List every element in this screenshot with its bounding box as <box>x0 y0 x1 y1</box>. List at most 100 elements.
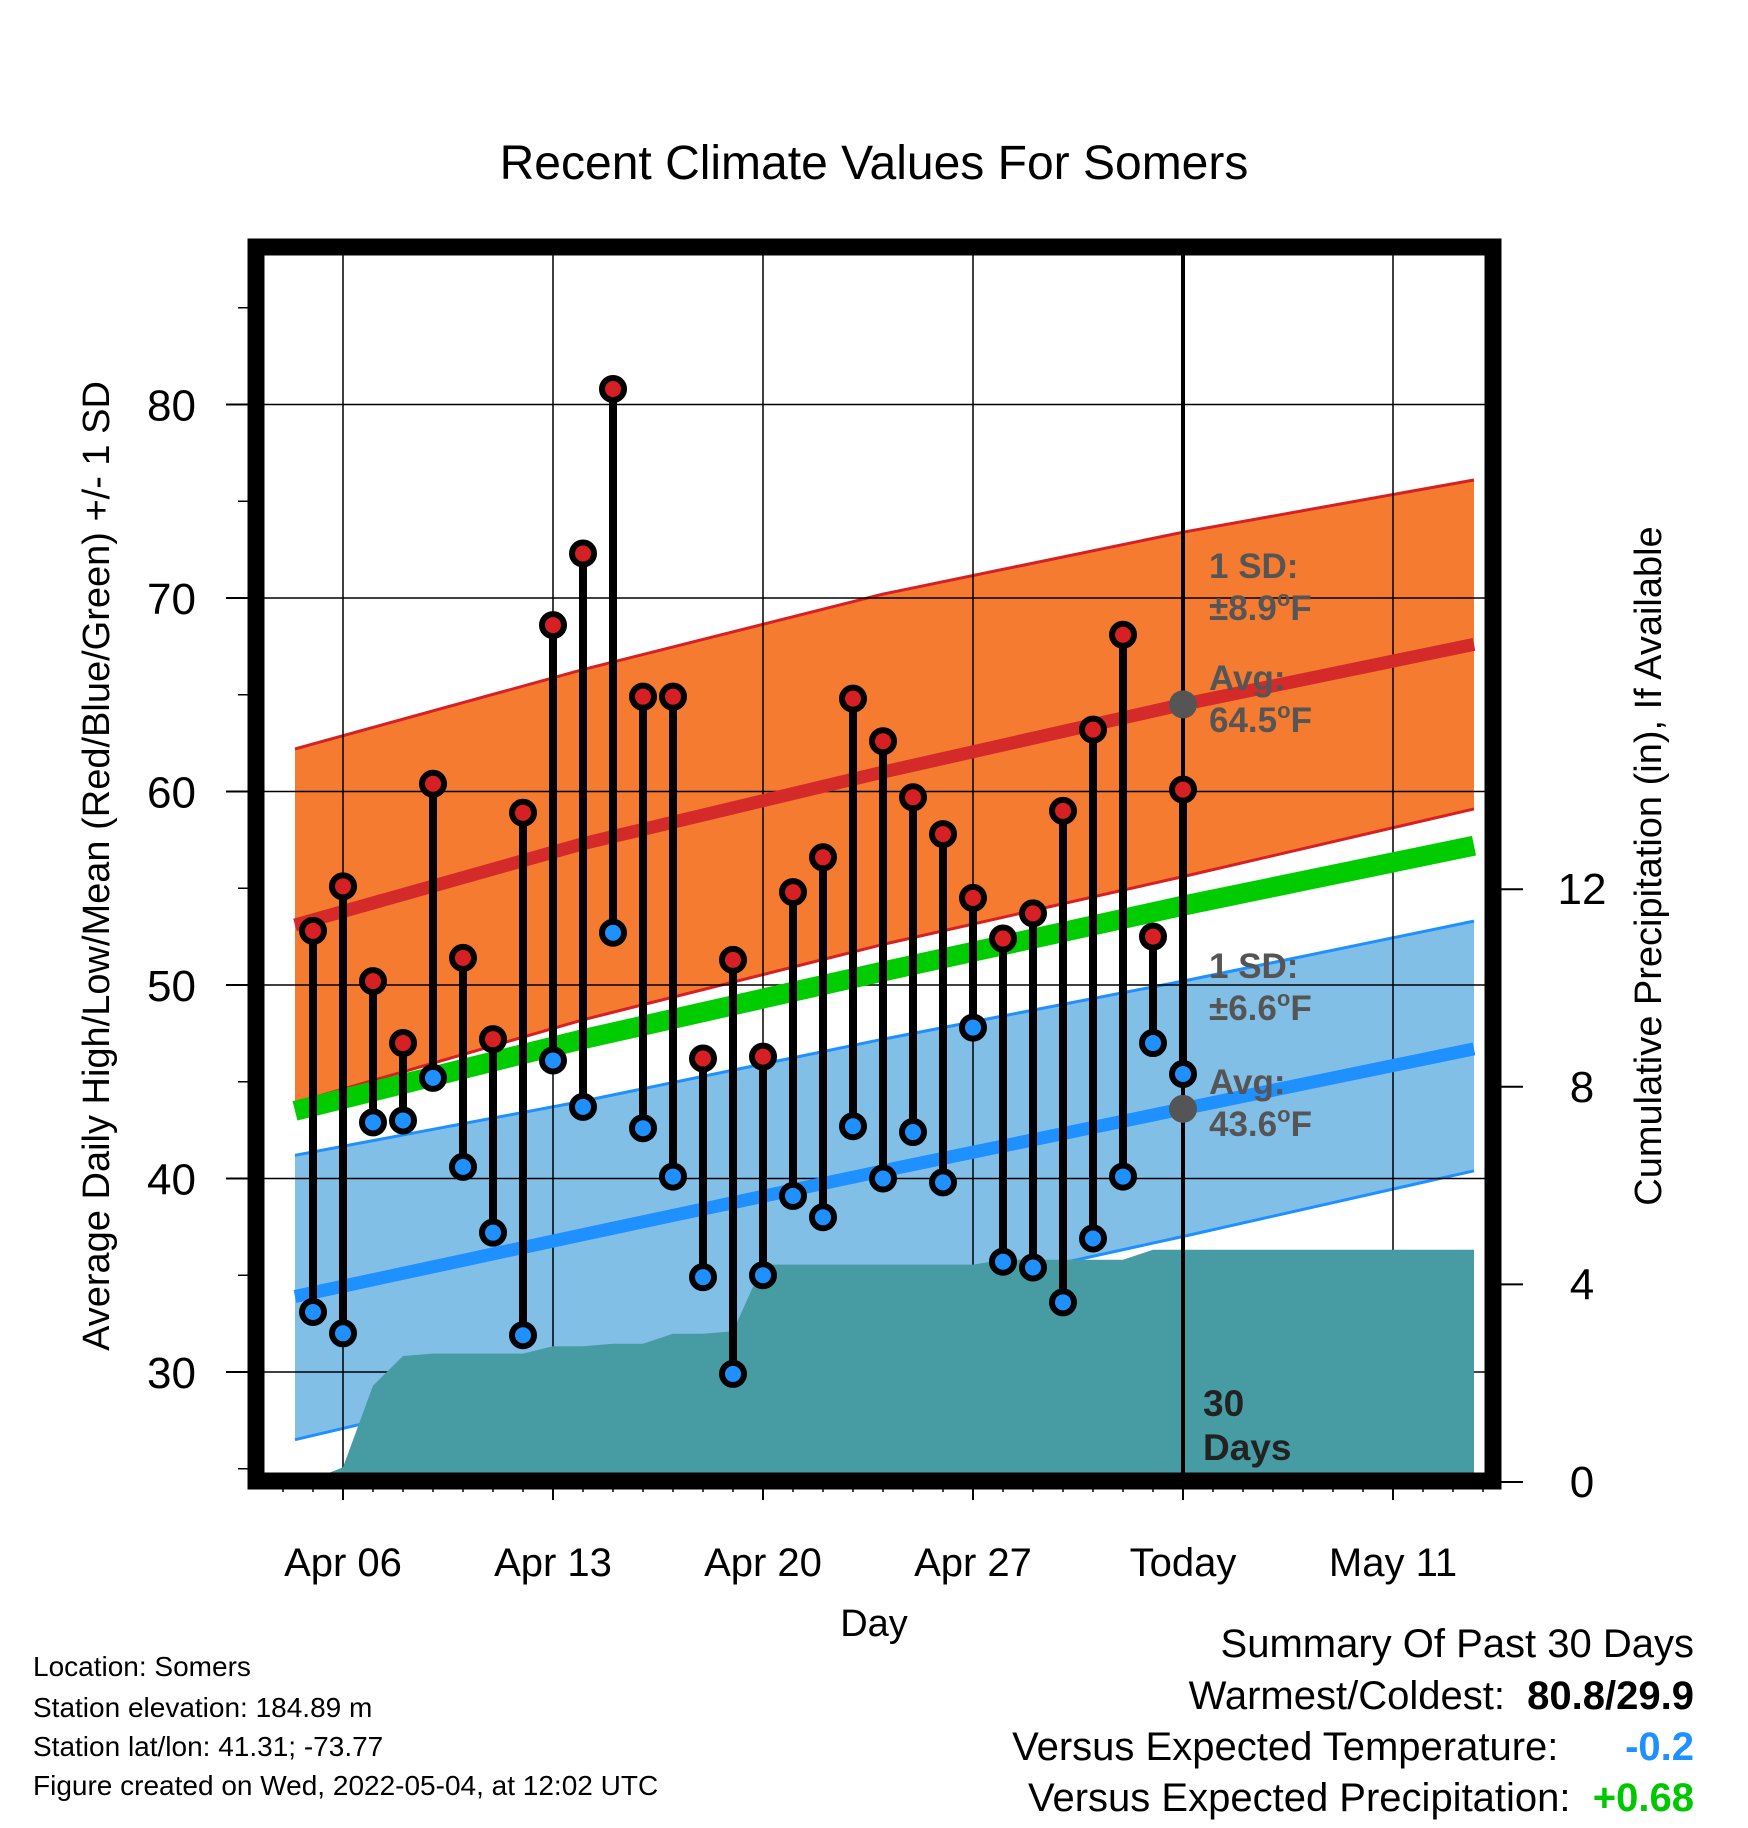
y-left-tick-label: 40 <box>147 1156 196 1205</box>
daily-high-point <box>509 798 537 827</box>
daily-low-point <box>569 1092 597 1121</box>
daily-high-point <box>1169 775 1197 804</box>
daily-high-point <box>629 682 657 711</box>
daily-low-point <box>929 1168 957 1197</box>
y-right-tick-label: 8 <box>1570 1063 1594 1112</box>
high-sd-label: 1 SD: <box>1209 547 1298 586</box>
daily-high-point <box>1019 899 1047 928</box>
daily-low-point <box>959 1013 987 1042</box>
daily-low-point <box>629 1114 657 1143</box>
daily-high-point <box>539 611 567 640</box>
low-avg-marker <box>1169 1094 1197 1123</box>
summary-warm-cold-value: 80.8/29.9 <box>1527 1674 1694 1718</box>
x-tick-label: Today <box>1130 1541 1237 1585</box>
daily-low-point <box>539 1046 567 1075</box>
daily-low-point <box>1049 1288 1077 1317</box>
daily-low-point <box>989 1247 1017 1276</box>
daily-high-point <box>839 684 867 713</box>
x-tick-label: Apr 27 <box>914 1541 1032 1585</box>
daily-low-point <box>299 1298 327 1327</box>
daily-low-point <box>389 1106 417 1135</box>
daily-high-point <box>599 375 627 404</box>
x-tick-label: May 11 <box>1329 1541 1457 1585</box>
daily-high-point <box>479 1025 507 1054</box>
x-tick-label: Apr 20 <box>704 1541 822 1585</box>
daily-low-point <box>1109 1162 1137 1191</box>
low-sd-value: ±6.6oF <box>1209 986 1312 1028</box>
daily-low-point <box>419 1063 447 1092</box>
daily-low-point <box>899 1118 927 1147</box>
daily-low-point <box>749 1261 777 1290</box>
cumulative-precip-area <box>326 1249 1474 1474</box>
high-sd-value: ±8.9oF <box>1209 586 1312 628</box>
daily-high-point <box>299 916 327 945</box>
y-left-tick-label: 60 <box>147 769 196 818</box>
y-left-tick-label: 50 <box>147 962 196 1011</box>
daily-low-point <box>689 1263 717 1292</box>
daily-low-point <box>659 1162 687 1191</box>
daily-high-point <box>569 539 597 568</box>
station-location: Location: Somers <box>33 1651 251 1682</box>
daily-high-point <box>779 878 807 907</box>
daily-low-point <box>1139 1029 1167 1058</box>
daily-high-point <box>1079 715 1107 744</box>
y-right-tick-label: 4 <box>1570 1260 1594 1309</box>
y-left-tick-label: 30 <box>147 1349 196 1398</box>
summary-precip-label: Versus Expected Precipitation: <box>1028 1776 1571 1820</box>
daily-high-point <box>329 872 357 901</box>
daily-low-point <box>1079 1224 1107 1253</box>
days-count-label: 30 <box>1203 1383 1244 1424</box>
daily-high-point <box>689 1044 717 1073</box>
plot-frame <box>247 238 1502 1490</box>
daily-high-point <box>659 682 687 711</box>
summary-temp: Versus Expected Temperature: -0.2 <box>1012 1727 1694 1767</box>
low-sd-label: 1 SD: <box>1209 947 1298 986</box>
daily-low-point <box>509 1321 537 1350</box>
summary-temp-label: Versus Expected Temperature: <box>1012 1725 1559 1769</box>
daily-high-point <box>929 820 957 849</box>
daily-low-point <box>479 1218 507 1247</box>
daily-high-point <box>869 727 897 756</box>
daily-high-point <box>959 883 987 912</box>
daily-high-point <box>419 769 447 798</box>
station-elevation: Station elevation: 184.89 m <box>33 1692 373 1723</box>
y-right-tick-label: 12 <box>1558 865 1607 914</box>
low-avg-value: 43.6oF <box>1209 1102 1312 1144</box>
daily-high-point <box>1139 922 1167 951</box>
daily-low-point <box>599 918 627 947</box>
high-avg-marker <box>1169 690 1197 719</box>
station-latlon: Station lat/lon: 41.31; -73.77 <box>33 1731 384 1762</box>
daily-high-point <box>749 1042 777 1071</box>
daily-low-point <box>1169 1060 1197 1089</box>
daily-low-point <box>719 1359 747 1388</box>
daily-low-point <box>449 1152 477 1181</box>
daily-low-point <box>1019 1253 1047 1282</box>
high-avg-label: Avg: <box>1209 659 1285 698</box>
summary-temp-value: -0.2 <box>1625 1725 1694 1769</box>
daily-high-point <box>899 783 927 812</box>
daily-low-point <box>329 1319 357 1348</box>
daily-high-point <box>1049 796 1077 825</box>
daily-low-point <box>359 1108 387 1137</box>
x-axis-label: Day <box>840 1603 908 1645</box>
daily-high-point <box>359 967 387 996</box>
chart-title: Recent Climate Values For Somers <box>500 137 1249 190</box>
summary-title: Summary Of Past 30 Days <box>1220 1622 1694 1666</box>
daily-low-point <box>779 1181 807 1210</box>
daily-high-point <box>449 943 477 972</box>
x-tick-label: Apr 13 <box>494 1541 612 1585</box>
daily-high-point <box>809 843 837 872</box>
daily-low-point <box>869 1164 897 1193</box>
daily-low-point <box>809 1203 837 1232</box>
daily-low-point <box>839 1112 867 1141</box>
y-axis-right-label: Cumulative Precipitation (in), If Availa… <box>1628 526 1670 1205</box>
summary-precip: Versus Expected Precipitation: +0.68 <box>1028 1778 1694 1818</box>
daily-high-point <box>1109 620 1137 649</box>
figure-created: Figure created on Wed, 2022-05-04, at 12… <box>33 1770 659 1801</box>
summary-precip-value: +0.68 <box>1592 1776 1694 1820</box>
daily-high-point <box>719 945 747 974</box>
high-avg-value: 64.5oF <box>1209 698 1312 740</box>
y-left-tick-label: 70 <box>147 575 196 624</box>
low-avg-label: Avg: <box>1209 1063 1285 1102</box>
